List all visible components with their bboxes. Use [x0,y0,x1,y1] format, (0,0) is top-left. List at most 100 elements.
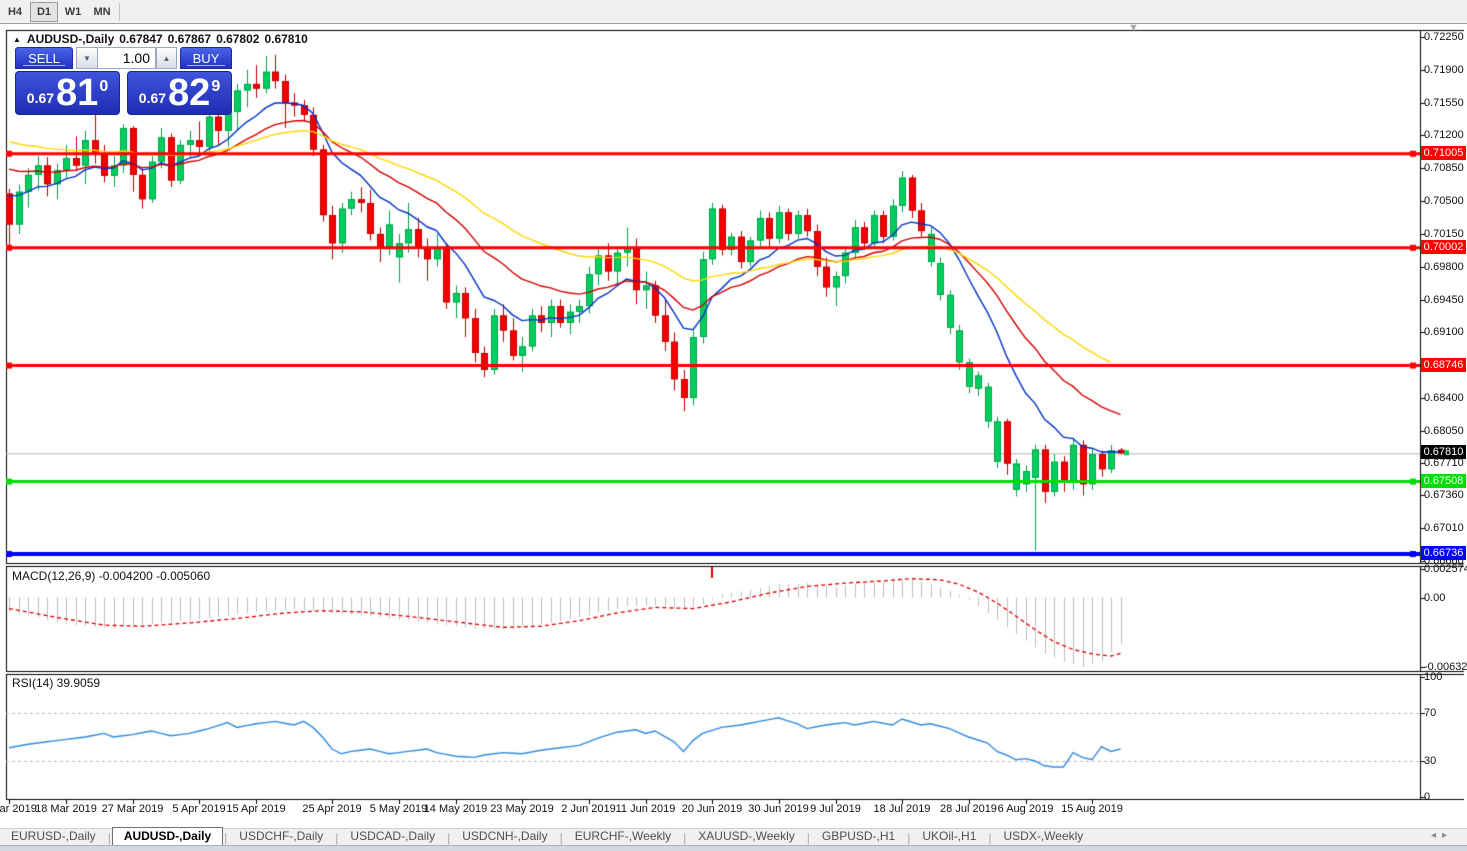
current-price-label: 0.67810 [1421,445,1466,460]
volume-decrease-button[interactable]: ▼ [76,47,98,69]
date-axis-label: 2 Jun 2019 [561,803,616,815]
hline-price-label: 0.71005 [1421,145,1466,160]
date-axis-label: 8 Mar 2019 [0,803,37,815]
high-value: 0.67867 [167,32,212,46]
price-axis-tick: 0.70850 [1424,162,1464,175]
buy-button[interactable]: BUY [180,47,232,69]
tab-usdchf-daily[interactable]: USDCHF-,Daily [239,829,324,843]
price-axis-tick: 0.69450 [1424,293,1464,306]
tab-separator: | [806,831,810,845]
date-axis-label: 5 Apr 2019 [172,803,226,815]
tab-xauusd-weekly[interactable]: XAUUSD-,Weekly [698,829,795,843]
rsi-axis-tick: 100 [1424,671,1443,683]
macd-axis-tick: 0.002574 [1424,563,1467,576]
hline-price-label: 0.66736 [1421,545,1466,560]
chart-title: ▲ AUDUSD-,Daily 0.67847 0.67867 0.67802 0.678… [13,32,308,46]
date-axis-label: 23 May 2019 [490,803,554,815]
volume-increase-button[interactable]: ▲ [156,47,177,69]
buy-price-pip: 9 [211,78,221,95]
toolbar-separator [119,2,120,21]
volume-input[interactable] [98,47,156,69]
tab-eurchf-weekly[interactable]: EURCHF-,Weekly [574,829,672,843]
chart-shift-marker-icon[interactable]: ▼ [1128,22,1139,34]
buy-price-box[interactable]: 0.67 82 9 [127,71,232,115]
price-axis-tick: 0.70150 [1424,227,1464,240]
price-axis-tick: 0.68400 [1424,391,1464,404]
tab-separator: | [907,831,911,845]
hline-price-label: 0.68746 [1421,357,1466,372]
price-axis-tick: 0.71200 [1424,129,1464,142]
rsi-indicator-label: RSI(14) 39.9059 [12,676,101,690]
date-axis-label: 15 Apr 2019 [226,803,286,815]
price-axis-tick: 0.70500 [1424,195,1464,208]
date-axis-label: 27 Mar 2019 [101,803,164,815]
date-axis-label: 15 Aug 2019 [1061,803,1123,815]
date-axis-label: 14 May 2019 [423,803,488,815]
price-axis-tick: 0.71550 [1424,96,1464,109]
rsi-axis-tick: 30 [1424,755,1437,767]
timeframe-w1-button[interactable]: W1 [64,5,82,18]
tab-separator: | [335,831,339,845]
tab-separator: | [683,831,687,845]
date-axis-label: 28 Jul 2019 [940,803,997,815]
close-value: 0.67810 [264,32,308,46]
date-axis-label: 18 Mar 2019 [35,803,97,815]
date-axis-label: 6 Aug 2019 [997,803,1054,815]
symbol-tabbar: EURUSD-,Daily | AUDUSD-,Daily | USDCHF-,Dail… [0,827,1467,845]
date-axis-label: 11 Jun 2019 [615,803,676,815]
price-axis-tick: 0.71900 [1424,63,1464,76]
date-axis-label: 18 Jul 2019 [873,803,931,815]
date-axis-label: 30 Jun 2019 [748,803,809,815]
sell-underline [22,65,66,66]
rsi-axis-tick: 70 [1424,707,1437,719]
tab-audusd-daily[interactable]: AUDUSD-,Daily [111,827,224,845]
tab-scroll-arrows[interactable]: ◂▸ [1430,830,1453,841]
date-axis-label: 9 Jul 2019 [810,803,861,815]
hline-price-label: 0.70002 [1421,239,1466,254]
tab-gbpusd-h1[interactable]: GBPUSD-,H1 [821,829,896,843]
low-value: 0.67802 [216,32,260,46]
one-click-trading-panel: SELL ▼ ▲ BUY 0.67 81 0 0.67 82 9 [15,47,232,115]
collapse-arrow-icon[interactable]: ▲ [13,35,21,44]
symbol-period-label: AUDUSD-,Daily [26,32,115,46]
tab-separator: | [559,831,563,845]
sell-price-box[interactable]: 0.67 81 0 [15,71,120,115]
date-axis-label: 5 May 2019 [369,803,428,815]
macd-axis-tick: 0.00 [1424,591,1446,604]
hline-price-label: 0.67508 [1421,473,1466,488]
macd-axis-tick: -0.006326 [1424,661,1467,674]
tab-separator: | [447,831,451,845]
tab-usdcnh-daily[interactable]: USDCNH-,Daily [462,829,548,843]
tab-separator: | [107,831,111,845]
price-axis-tick: 0.69100 [1424,326,1464,339]
price-axis-tick: 0.67010 [1424,522,1464,535]
tab-ukoil-h1[interactable]: UKOil-,H1 [922,829,977,843]
sell-price-pip: 0 [99,78,109,95]
tab-usdx-weekly[interactable]: USDX-,Weekly [1003,829,1084,843]
sell-price-main: 81 [56,72,99,114]
buy-button-label: BUY [192,50,220,66]
timeframe-h4-button[interactable]: H4 [7,5,23,18]
price-axis-tick: 0.67710 [1424,456,1464,469]
date-axis-label: 20 Jun 2019 [681,803,743,815]
tab-usdcad-daily[interactable]: USDCAD-,Daily [350,829,436,843]
timeframe-d1-button[interactable]: D1 [30,1,58,22]
price-axis-tick: 0.67360 [1424,489,1464,502]
tab-eurusd-daily[interactable]: EURUSD-,Daily [11,829,96,843]
open-value: 0.67847 [119,32,163,46]
tab-separator: | [224,831,228,845]
buy-price-prefix: 0.67 [138,90,167,106]
bottom-scrollbar[interactable] [0,845,1467,851]
timeframe-mn-button[interactable]: MN [93,5,111,18]
timeframe-toolbar: H4 D1 W1 MN [0,0,1467,24]
buy-underline [187,65,225,66]
tab-separator: | [988,831,992,845]
rsi-axis-tick: 0 [1424,791,1431,803]
date-axis-label: 25 Apr 2019 [302,803,362,815]
sell-button[interactable]: SELL [15,47,73,69]
sell-price-prefix: 0.67 [26,90,55,106]
macd-indicator-label: MACD(12,26,9) -0.004200 -0.005060 [12,569,211,583]
price-axis-tick: 0.68050 [1424,424,1464,437]
